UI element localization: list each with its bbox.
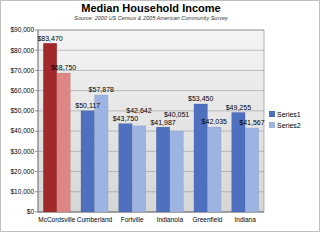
- legend-label: Series2: [277, 122, 301, 129]
- legend-swatch: [269, 111, 275, 117]
- y-tick-label: $40,000: [11, 127, 35, 134]
- bar: [208, 127, 222, 212]
- subtitle: Source: 2000 US Census & 2005 American C…: [74, 15, 229, 21]
- x-tick-label: Indianola: [157, 216, 184, 223]
- x-tick-label: Greenfield: [193, 216, 223, 223]
- title: Median Household Income: [81, 2, 220, 14]
- bar: [57, 73, 71, 212]
- grid-line: [38, 171, 264, 172]
- data-label: $42,642: [126, 107, 151, 114]
- y-tick-label: $60,000: [11, 87, 35, 94]
- chart-border: [1, 1, 320, 232]
- y-tick-label: $90,000: [11, 26, 35, 33]
- y-tick-label: $20,000: [11, 168, 35, 175]
- legend-label: Series1: [277, 111, 301, 118]
- bar: [132, 126, 146, 212]
- x-tick-label: Cumberland: [77, 216, 113, 223]
- legend-swatch: [269, 122, 275, 128]
- bar: [245, 128, 259, 212]
- x-tick-label: Fortville: [121, 216, 144, 223]
- y-tick: [35, 70, 38, 71]
- data-label: $43,750: [113, 115, 138, 122]
- data-label: $83,470: [37, 35, 62, 42]
- data-labels: $83,470 $68,750 $50,117 $57,878 $43,750$42,6…: [37, 35, 264, 127]
- y-tick: [35, 110, 38, 111]
- data-label: $53,450: [188, 95, 213, 102]
- bar: [81, 111, 95, 212]
- data-label: $40,051: [164, 111, 189, 118]
- bar: [232, 112, 246, 212]
- bar: [170, 131, 184, 212]
- y-tick-label: $80,000: [11, 47, 35, 54]
- data-label: $41,567: [239, 119, 264, 126]
- bars: [43, 43, 258, 212]
- grid-line: [38, 131, 264, 132]
- y-tick: [35, 131, 38, 132]
- page: {"chart_data": {"type": "bar", "title": …: [0, 0, 320, 232]
- grid-line: [38, 50, 264, 51]
- grid: [35, 30, 264, 212]
- legend: Series1 Series2: [269, 111, 301, 129]
- y-axis: [38, 30, 39, 212]
- data-label: $49,255: [226, 104, 251, 111]
- y-tick: [35, 191, 38, 192]
- data-label: $50,117: [75, 102, 100, 109]
- y-tick: [35, 171, 38, 172]
- y-tick-label: $0: [27, 208, 35, 215]
- y-tick: [35, 151, 38, 152]
- bar: [156, 127, 170, 212]
- y-tick: [35, 30, 38, 31]
- x-tick-label: Indiana: [235, 216, 257, 223]
- data-label: $42,035: [202, 118, 227, 125]
- plot-area: [38, 30, 264, 212]
- y-tick: [35, 50, 38, 51]
- y-tick-label: $70,000: [11, 67, 35, 74]
- data-label: $68,750: [51, 64, 76, 71]
- grid-line: [38, 212, 264, 213]
- y-tick: [35, 212, 38, 213]
- y-tick: [35, 90, 38, 91]
- x-axis: [38, 212, 264, 213]
- grid-line: [38, 191, 264, 192]
- data-label: $41,987: [150, 119, 175, 126]
- grid-line: [38, 151, 264, 152]
- y-tick-label: $50,000: [11, 107, 35, 114]
- bar: [119, 124, 133, 212]
- y-tick-label: $30,000: [11, 148, 35, 155]
- y-tick-label: $10,000: [11, 188, 35, 195]
- x-tick-label: McCordsville: [38, 216, 76, 223]
- grid-line: [38, 90, 264, 91]
- grid-line: [38, 30, 264, 31]
- bar: [95, 95, 109, 212]
- data-label: $57,878: [89, 86, 114, 93]
- chart: Median Household IncomeSource: 2000 US C…: [0, 0, 320, 232]
